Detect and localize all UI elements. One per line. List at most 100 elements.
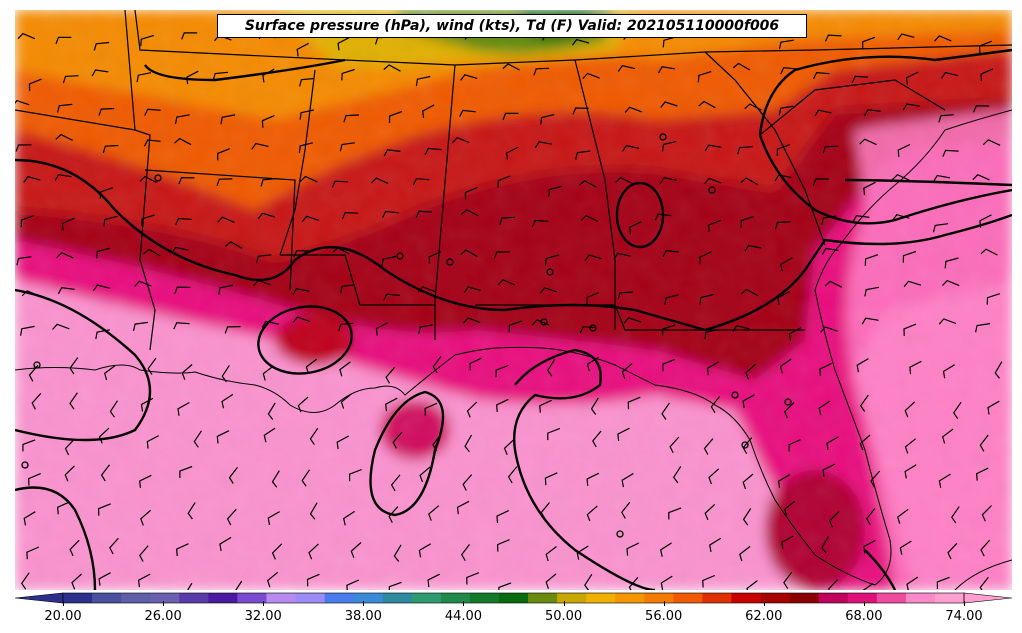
- wind-barb: [308, 543, 319, 560]
- wind-barb: [460, 544, 470, 562]
- wind-barb: [572, 107, 589, 115]
- wind-barb: [496, 539, 510, 552]
- wind-barb: [942, 428, 954, 444]
- wind-barb: [622, 144, 640, 152]
- wind-barb: [292, 288, 310, 296]
- wind-barb: [975, 467, 989, 481]
- wind-barb: [98, 427, 110, 444]
- colorbar-segment: [528, 593, 558, 603]
- wind-barb: [902, 250, 917, 263]
- wind-barb: [432, 434, 442, 452]
- wind-barb: [904, 438, 917, 454]
- wind-barb: [343, 510, 355, 526]
- wind-barb: [390, 474, 401, 492]
- wind-barb: [706, 361, 719, 376]
- wind-barb: [174, 114, 190, 125]
- wind-barb: [780, 67, 797, 75]
- wind-barb: [174, 137, 192, 146]
- wind-barb: [980, 539, 991, 557]
- wind-barb: [187, 502, 196, 520]
- wind-barb: [745, 363, 757, 380]
- wind-barb: [140, 397, 154, 412]
- wind-barb: [181, 364, 193, 380]
- wind-barb: [586, 356, 599, 372]
- wind-barb: [940, 71, 959, 79]
- wind-barb: [216, 178, 233, 186]
- wind-barb: [862, 36, 876, 49]
- wind-barb: [814, 109, 832, 117]
- colorbar-segment: [615, 593, 645, 603]
- wind-barb: [861, 317, 879, 325]
- wind-barb: [657, 66, 675, 74]
- wind-barb: [856, 358, 869, 373]
- wind-barb: [863, 181, 876, 196]
- colorbar-tick-mark: [663, 601, 665, 606]
- wind-barb: [460, 249, 478, 258]
- wind-barb: [343, 114, 360, 123]
- wind-barb: [986, 293, 1000, 305]
- colorbar-segment: [760, 593, 791, 603]
- wind-barb: [783, 402, 795, 419]
- wind-barb: [217, 148, 231, 161]
- wind-barb: [220, 114, 236, 125]
- wind-barb: [459, 109, 476, 117]
- wind-barb: [497, 279, 516, 286]
- wind-barb: [57, 286, 75, 295]
- wind-barb: [820, 326, 838, 333]
- wind-barb: [621, 501, 631, 519]
- wind-barb: [346, 579, 360, 590]
- wind-barb: [710, 396, 720, 414]
- wind-barb: [539, 287, 558, 294]
- wind-barb: [91, 69, 109, 77]
- wind-barb: [897, 143, 911, 158]
- wind-barb: [139, 474, 152, 489]
- wind-barb: [578, 179, 597, 188]
- wind-barb: [228, 466, 238, 484]
- wind-barb: [932, 223, 949, 233]
- wind-barb: [624, 106, 643, 113]
- wind-barb: [660, 542, 672, 557]
- wind-barb: [456, 500, 470, 515]
- wind-barb: [546, 359, 556, 377]
- wind-barb: [499, 216, 516, 225]
- wind-barb: [617, 65, 636, 72]
- colorbar-segment: [382, 593, 413, 603]
- wind-barb: [742, 473, 754, 490]
- wind-barb: [464, 434, 473, 453]
- wind-barb: [224, 326, 241, 334]
- wind-barb: [540, 502, 550, 519]
- wind-barb: [139, 175, 157, 184]
- wind-barb: [301, 469, 310, 487]
- colorbar-segment: [469, 593, 500, 603]
- colorbar-segment: [266, 593, 297, 603]
- colorbar-tick-label: 56.00: [645, 609, 683, 624]
- wind-barb: [383, 149, 401, 157]
- colorbar-tick-label: 20.00: [44, 609, 82, 624]
- wind-barb: [662, 358, 676, 372]
- colorbar-tick-mark: [763, 601, 765, 606]
- wind-barb: [20, 572, 30, 590]
- wind-barb: [93, 41, 110, 51]
- wind-barb: [654, 213, 672, 221]
- wind-barb: [897, 33, 915, 41]
- wind-barb: [944, 257, 959, 269]
- wind-barb: [828, 511, 840, 528]
- wind-barb: [586, 505, 598, 522]
- wind-barbs: [15, 26, 1003, 590]
- wind-barb: [419, 466, 431, 483]
- wind-barb: [544, 472, 558, 486]
- wind-barb: [186, 70, 199, 85]
- colorbar-tick-label: 32.00: [244, 609, 282, 624]
- wind-barb: [69, 539, 80, 557]
- wind-barb: [267, 511, 280, 526]
- wind-barb: [336, 435, 349, 450]
- wind-barb: [56, 103, 73, 113]
- wind-barb: [788, 438, 802, 452]
- wind-barb: [15, 99, 30, 106]
- wind-barb: [54, 173, 72, 181]
- wind-barb: [819, 362, 832, 377]
- colorbar-segment: [440, 593, 471, 603]
- colorbar-segment: [63, 593, 93, 603]
- wind-barb: [212, 71, 229, 81]
- wind-barb: [64, 465, 75, 482]
